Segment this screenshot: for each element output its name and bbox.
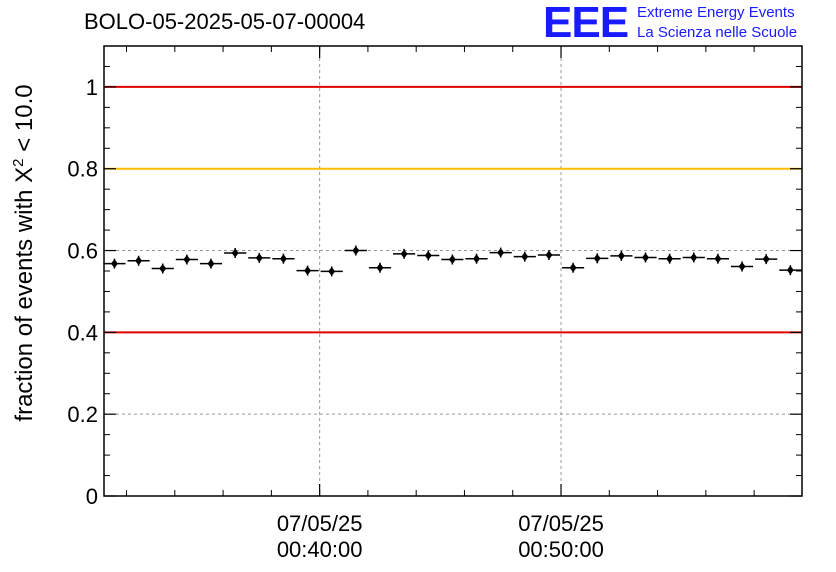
data-point — [127, 255, 150, 266]
data-point — [393, 248, 416, 259]
point-marker — [690, 253, 698, 262]
point-marker — [328, 266, 336, 276]
data-point — [441, 254, 464, 265]
y-tick-label: 0.2 — [67, 402, 98, 427]
data-point — [151, 263, 174, 274]
y-axis-label: fraction of events with Χ2 < 10.0 — [10, 84, 38, 421]
grid-layer — [104, 46, 802, 496]
point-marker — [738, 262, 746, 271]
data-point — [682, 252, 705, 263]
data-point — [199, 258, 223, 269]
data-point — [344, 245, 367, 256]
data-point — [730, 261, 754, 272]
logo-text-line2: La Scienza nelle Scuole — [637, 24, 798, 41]
point-marker — [159, 264, 167, 274]
x-tick-time-label: 00:50:00 — [518, 537, 604, 562]
y-tick-label: 0.8 — [67, 157, 98, 182]
data-point — [368, 262, 392, 273]
data-point — [537, 250, 561, 261]
eee-logo-icon: EEE — [543, 0, 629, 47]
data-point — [103, 258, 126, 269]
point-marker — [521, 252, 529, 262]
point-marker — [376, 263, 384, 273]
point-marker — [642, 253, 650, 262]
data-point — [248, 252, 271, 263]
point-marker — [110, 259, 118, 269]
point-marker — [714, 254, 722, 264]
point-marker — [279, 254, 287, 264]
point-marker — [207, 259, 215, 269]
x-tick-date-label: 07/05/25 — [277, 511, 363, 536]
data-point — [706, 253, 729, 264]
data-point — [417, 250, 440, 261]
y-tick-label: 0 — [86, 484, 98, 509]
point-marker — [545, 250, 553, 260]
y-tick-label: 1 — [86, 75, 98, 100]
reference-lines — [104, 85, 802, 334]
point-marker — [135, 256, 143, 266]
data-point — [586, 253, 609, 264]
data-point — [610, 250, 633, 261]
data-point — [465, 253, 488, 264]
data-point — [272, 253, 295, 264]
point-marker — [448, 255, 456, 265]
point-marker — [231, 248, 239, 258]
point-marker — [304, 266, 312, 276]
data-point — [489, 247, 512, 258]
data-point — [562, 262, 585, 273]
x-tick-time-label: 00:40:00 — [277, 537, 363, 562]
data-point — [296, 265, 319, 276]
data-point — [658, 253, 681, 264]
data-point — [779, 265, 802, 276]
logo-text-line1: Extreme Energy Events — [637, 4, 795, 21]
data-point — [513, 251, 536, 262]
point-marker — [255, 253, 263, 263]
axes: 00.20.40.60.8107/05/2500:40:0007/05/2500… — [67, 45, 803, 562]
data-point — [175, 254, 198, 265]
point-marker — [473, 254, 481, 264]
point-marker — [424, 250, 432, 260]
point-marker — [617, 251, 625, 261]
y-tick-label: 0.4 — [67, 320, 98, 345]
point-marker — [786, 265, 794, 275]
point-marker — [666, 254, 674, 264]
data-points — [103, 245, 802, 277]
data-point — [634, 252, 657, 263]
point-marker — [497, 248, 505, 258]
point-marker — [593, 253, 601, 263]
data-point — [755, 254, 778, 265]
point-marker — [352, 246, 360, 256]
point-marker — [183, 255, 191, 265]
point-marker — [762, 254, 770, 264]
x-tick-date-label: 07/05/25 — [518, 511, 604, 536]
plot-frame — [103, 45, 803, 497]
chart-title: BOLO-05-2025-05-07-00004 — [84, 9, 366, 34]
y-tick-label: 0.6 — [67, 239, 98, 264]
point-marker — [400, 249, 408, 259]
point-marker — [569, 263, 577, 273]
data-point — [224, 248, 247, 258]
data-point — [320, 266, 343, 277]
